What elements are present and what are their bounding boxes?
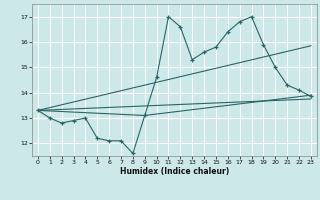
- X-axis label: Humidex (Indice chaleur): Humidex (Indice chaleur): [120, 167, 229, 176]
